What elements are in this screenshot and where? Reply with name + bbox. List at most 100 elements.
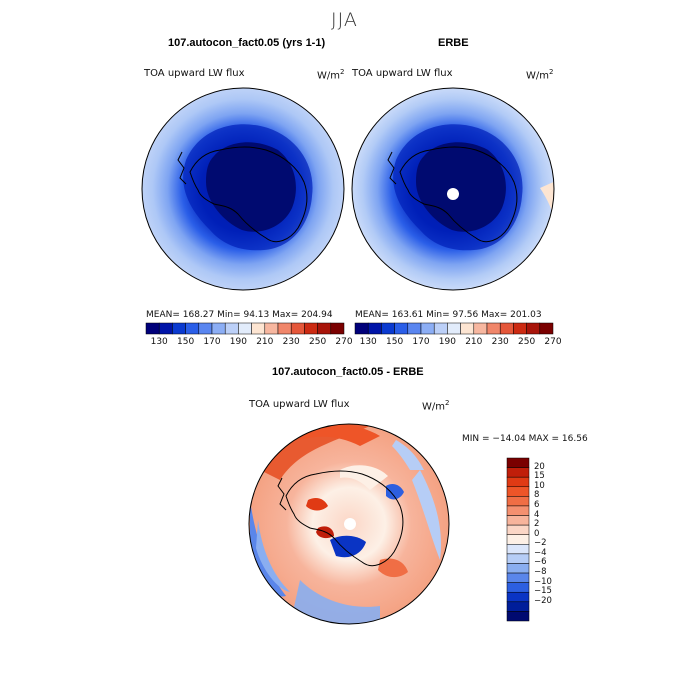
difference-colorbar-swatch [506, 611, 530, 622]
difference-colorbar-swatch [506, 486, 530, 497]
difference-colorbar-tick-label: 4 [534, 509, 540, 520]
left-colorbar-tick-label: 210 [256, 337, 274, 347]
left-colorbar-swatch [198, 322, 213, 335]
left-variable-label: TOA upward LW flux [144, 68, 245, 79]
difference-colorbar-swatch [506, 496, 530, 507]
left-colorbar-swatch [330, 322, 345, 335]
difference-colorbar-swatch [506, 457, 530, 468]
left-colorbar-swatch [251, 322, 266, 335]
right-colorbar-swatch [499, 322, 514, 335]
difference-colorbar-tick-label: 6 [534, 499, 540, 510]
right-continent-outline [399, 146, 518, 243]
difference-polar-map [248, 423, 450, 625]
right-colorbar-swatch [381, 322, 395, 335]
difference-colorbar-tick-label: −15 [534, 586, 552, 597]
right-colorbar-swatch [447, 322, 461, 335]
difference-colorbar-tick-label: −4 [534, 547, 547, 558]
left-colorbar-tick-label: 170 [203, 337, 221, 347]
left-colorbar-swatch [238, 322, 252, 335]
left-polar-map [141, 87, 345, 291]
difference-colorbar-tick-label: −10 [534, 576, 552, 587]
left-colorbar-swatch [277, 322, 292, 335]
right-colorbar-tick-label: 170 [412, 337, 430, 347]
left-stats: MEAN= 168.27 Min= 94.13 Max= 204.94 [146, 310, 333, 320]
difference-units-label: W/m2 [422, 399, 450, 413]
difference-colorbar-swatch [506, 544, 530, 555]
right-colorbar-swatch [420, 322, 435, 335]
right-colorbar-tick-label: 130 [359, 337, 377, 347]
difference-colorbar-swatch [506, 582, 530, 593]
left-colorbar-swatch [224, 322, 239, 335]
difference-panel-title: 107.autocon_fact0.05 - ERBE [272, 366, 424, 378]
right-colorbar-swatch [526, 322, 541, 335]
difference-colorbar-swatch [506, 476, 530, 488]
right-colorbar-swatch [539, 322, 554, 335]
right-colorbar-tick-label: 230 [491, 337, 509, 347]
season-label: JJA [331, 9, 358, 31]
left-colorbar-tick-label: 130 [150, 337, 168, 347]
left-colorbar-tick-label: 270 [335, 337, 353, 347]
difference-colorbar-tick-label: 15 [534, 471, 545, 482]
left-colorbar-swatch [317, 322, 332, 335]
difference-colorbar-swatch [506, 563, 530, 574]
difference-colorbar [506, 457, 530, 622]
difference-colorbar-tick-label: −6 [534, 557, 547, 568]
left-colorbar-swatch [290, 322, 305, 335]
right-colorbar-tick-label: 150 [386, 337, 404, 347]
right-colorbar-tick-label: 270 [544, 337, 562, 347]
difference-colorbar-swatch [506, 467, 530, 478]
left-colorbar-swatch [211, 322, 226, 335]
right-colorbar-swatch [513, 322, 527, 335]
left-colorbar-tick-label: 250 [309, 337, 327, 347]
right-colorbar [354, 322, 554, 335]
left-colorbar-swatch [304, 322, 318, 335]
right-variable-label: TOA upward LW flux [352, 68, 453, 79]
left-colorbar-swatch [145, 322, 160, 335]
left-units-label: W/m2 [317, 68, 345, 82]
left-colorbar-tick-label: 230 [282, 337, 300, 347]
right-colorbar-tick-label: 210 [465, 337, 483, 347]
right-colorbar-swatch [394, 322, 409, 335]
right-polar-map [351, 87, 555, 291]
right-panel-title: ERBE [438, 37, 469, 49]
difference-missing-data-dot [344, 518, 356, 530]
difference-colorbar-tick-label: −8 [534, 567, 547, 578]
difference-colorbar-swatch [506, 601, 530, 612]
left-colorbar-swatch [158, 322, 173, 335]
difference-colorbar-swatch [506, 553, 530, 564]
difference-colorbar-tick-label: 8 [534, 490, 540, 501]
right-colorbar-swatch [354, 322, 369, 335]
right-colorbar-swatch [473, 322, 488, 335]
right-colorbar-tick-label: 190 [438, 337, 456, 347]
difference-stats: MIN = −14.04 MAX = 16.56 [462, 434, 588, 444]
left-colorbar-tick-label: 190 [229, 337, 247, 347]
difference-colorbar-swatch [506, 534, 530, 545]
right-missing-data-dot [447, 188, 459, 200]
left-colorbar-swatch [172, 322, 186, 335]
difference-colorbar-tick-label: −20 [534, 595, 552, 606]
left-colorbar-swatch [264, 322, 279, 335]
left-colorbar [145, 322, 345, 335]
left-panel-title: 107.autocon_fact0.05 (yrs 1-1) [168, 37, 326, 49]
right-colorbar-swatch [367, 322, 382, 335]
right-colorbar-swatch [460, 322, 475, 335]
difference-variable-label: TOA upward LW flux [249, 399, 350, 410]
right-colorbar-tick-label: 250 [518, 337, 536, 347]
difference-colorbar-tick-label: 20 [534, 461, 545, 472]
difference-continent-outline [285, 470, 404, 567]
difference-colorbar-swatch [506, 572, 530, 583]
difference-colorbar-tick-label: 10 [534, 480, 545, 491]
difference-colorbar-swatch [506, 591, 530, 603]
right-colorbar-swatch [433, 322, 448, 335]
difference-colorbar-swatch [506, 515, 530, 526]
right-colorbar-swatch [486, 322, 501, 335]
right-colorbar-swatch [407, 322, 422, 335]
difference-colorbar-tick-label: 2 [534, 519, 540, 530]
difference-colorbar-tick-label: 0 [534, 528, 540, 539]
left-colorbar-swatch [185, 322, 200, 335]
left-continent-outline [189, 146, 308, 243]
left-colorbar-tick-label: 150 [177, 337, 195, 347]
right-stats: MEAN= 163.61 Min= 97.56 Max= 201.03 [355, 310, 542, 320]
